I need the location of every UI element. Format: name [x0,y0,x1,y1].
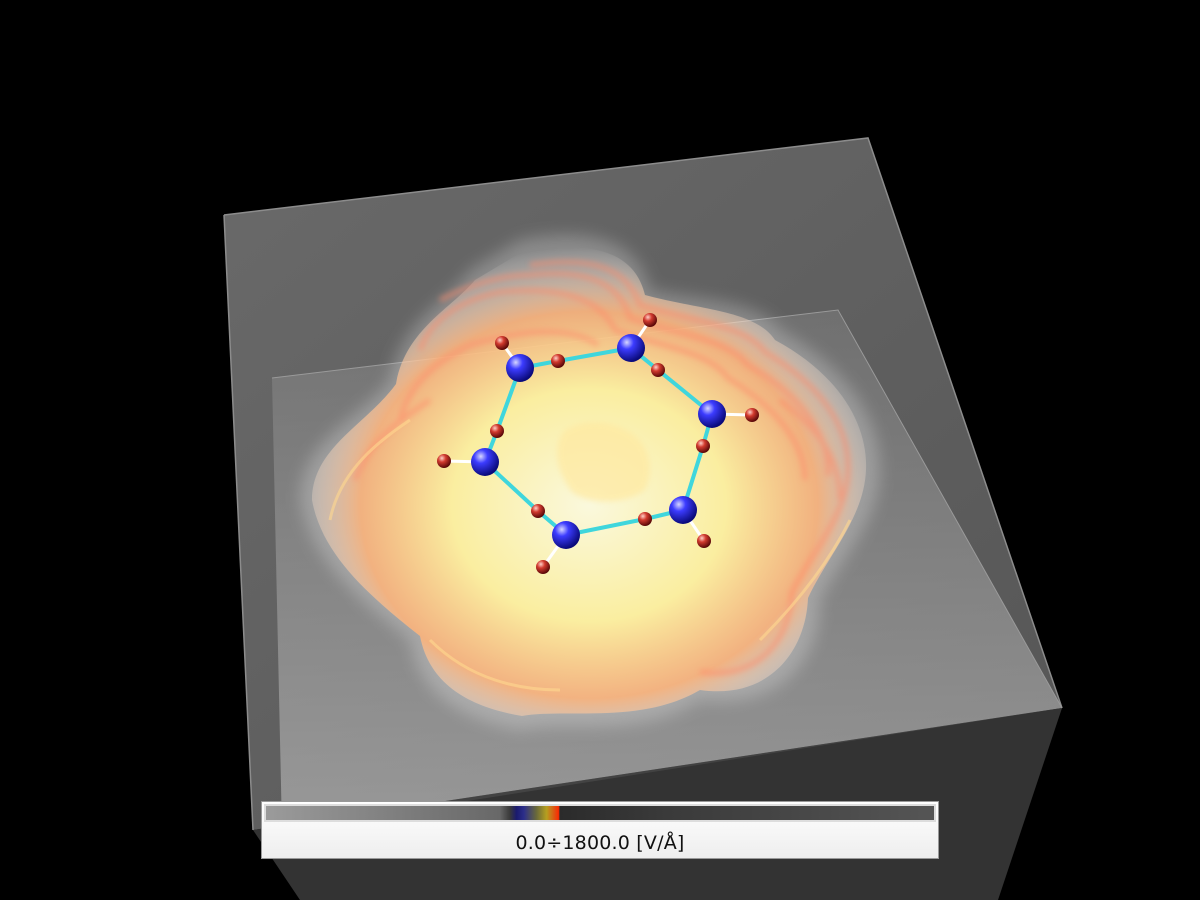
large-atoms [471,334,726,549]
colorbar-legend: 0.0÷1800.0 [V/Å] [261,801,939,859]
colorbar-range-label: 0.0÷1800.0 [V/Å] [515,832,685,854]
electric-field-isosurface [300,235,880,730]
molecule [437,313,759,574]
small-atoms [437,313,759,574]
colorbar-gradient [264,804,936,822]
